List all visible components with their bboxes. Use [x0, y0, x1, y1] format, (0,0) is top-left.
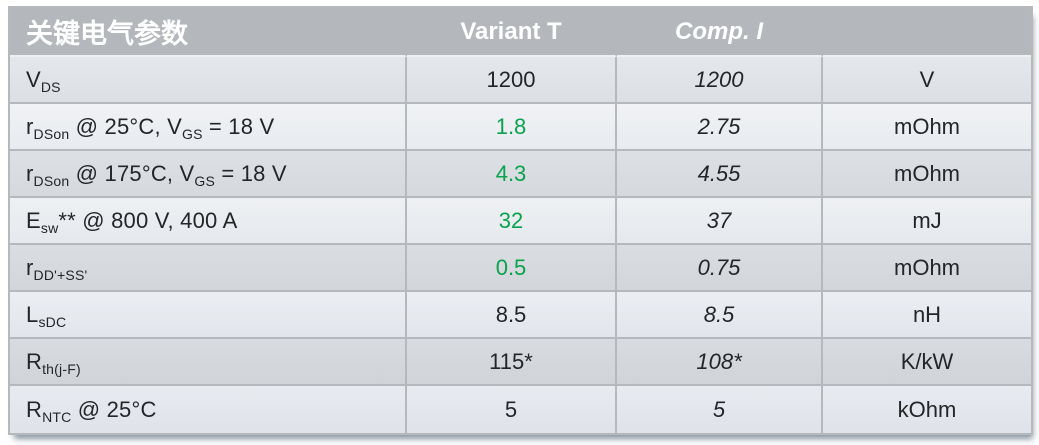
parameter-text: r: [26, 254, 34, 280]
comp-i-value-cell: 5: [617, 386, 823, 433]
parameter-text: R: [26, 348, 43, 374]
table-row: rDSon @ 25°C, VGS = 18 V 1.8 2.75 mOhm: [10, 104, 1031, 151]
parameter-name-cell: RNTC @ 25°C: [10, 386, 407, 433]
parameter-text: L: [26, 301, 39, 327]
parameter-name-cell: rDSon @ 175°C, VGS = 18 V: [10, 151, 407, 198]
parameter-subscript: DSon: [33, 172, 70, 189]
variant-t-value-cell: 0.5: [407, 245, 617, 292]
parameter-text: ** @ 800 V, 400 A: [58, 207, 238, 233]
parameter-subscript: DSon: [33, 125, 70, 142]
parameter-subscript: GS: [181, 125, 203, 142]
parameter-name-cell: rDSon @ 25°C, VGS = 18 V: [10, 104, 407, 151]
parameter-text: = 18 V: [202, 113, 275, 139]
parameter-subscript: GS: [194, 172, 216, 189]
unit-cell: nH: [823, 292, 1031, 339]
table-row: Rth(j-F) 115* 108* K/kW: [10, 339, 1031, 386]
parameter-subscript: DS: [40, 78, 61, 95]
comp-i-value-cell: 1200: [617, 57, 823, 104]
table-title: 关键电气参数: [10, 8, 407, 57]
table-row: LsDC 8.5 8.5 nH: [10, 292, 1031, 339]
table-row: rDSon @ 175°C, VGS = 18 V 4.3 4.55 mOhm: [10, 151, 1031, 198]
table-row: rDD'+SS' 0.5 0.75 mOhm: [10, 245, 1031, 292]
variant-t-value-cell: 5: [407, 386, 617, 433]
parameter-subscript: th(j-F): [42, 360, 81, 377]
column-header-comp-i: Comp. I: [617, 8, 823, 57]
parameter-name-cell: LsDC: [10, 292, 407, 339]
parameter-text: r: [26, 113, 34, 139]
parameter-subscript: DD'+SS': [33, 266, 88, 283]
table-header: 关键电气参数 Variant T Comp. I: [10, 8, 1031, 57]
table-row: RNTC @ 25°C 5 5 kOhm: [10, 386, 1031, 433]
variant-t-value-cell: 32: [407, 198, 617, 245]
unit-cell: K/kW: [823, 339, 1031, 386]
comp-i-value-cell: 2.75: [617, 104, 823, 151]
parameter-name-cell: Rth(j-F): [10, 339, 407, 386]
parameter-text: R: [26, 396, 43, 422]
parameter-text: E: [26, 207, 41, 233]
unit-cell: mOhm: [823, 245, 1031, 292]
variant-t-value-cell: 4.3: [407, 151, 617, 198]
parameter-name-cell: VDS: [10, 57, 407, 104]
comp-i-value-cell: 108*: [617, 339, 823, 386]
table-row: VDS 1200 1200 V: [10, 57, 1031, 104]
unit-cell: V: [823, 57, 1031, 104]
parameter-name-cell: Esw** @ 800 V, 400 A: [10, 198, 407, 245]
parameter-text: = 18 V: [215, 160, 287, 186]
parameter-subscript: NTC: [42, 408, 72, 425]
variant-t-value-cell: 8.5: [407, 292, 617, 339]
unit-cell: mOhm: [823, 104, 1031, 151]
comp-i-value-cell: 0.75: [617, 245, 823, 292]
header-row: 关键电气参数 Variant T Comp. I: [10, 8, 1031, 57]
comp-i-value-cell: 4.55: [617, 151, 823, 198]
parameter-text: @ 175°C, V: [69, 160, 195, 186]
parameter-subscript: sw: [40, 219, 59, 236]
column-header-unit: [823, 8, 1031, 57]
column-header-variant-t: Variant T: [407, 8, 617, 57]
table-row: Esw** @ 800 V, 400 A 32 37 mJ: [10, 198, 1031, 245]
parameter-text: @ 25°C, V: [69, 113, 182, 139]
variant-t-value-cell: 115*: [407, 339, 617, 386]
parameter-subscript: sDC: [38, 313, 67, 330]
unit-cell: kOhm: [823, 386, 1031, 433]
comp-i-value-cell: 37: [617, 198, 823, 245]
parameter-name-cell: rDD'+SS': [10, 245, 407, 292]
variant-t-value-cell: 1.8: [407, 104, 617, 151]
comp-i-value-cell: 8.5: [617, 292, 823, 339]
parameter-text: r: [26, 160, 34, 186]
parameter-text: @ 25°C: [71, 396, 157, 422]
unit-cell: mOhm: [823, 151, 1031, 198]
variant-t-value-cell: 1200: [407, 57, 617, 104]
unit-cell: mJ: [823, 198, 1031, 245]
parameter-text: V: [26, 66, 41, 92]
